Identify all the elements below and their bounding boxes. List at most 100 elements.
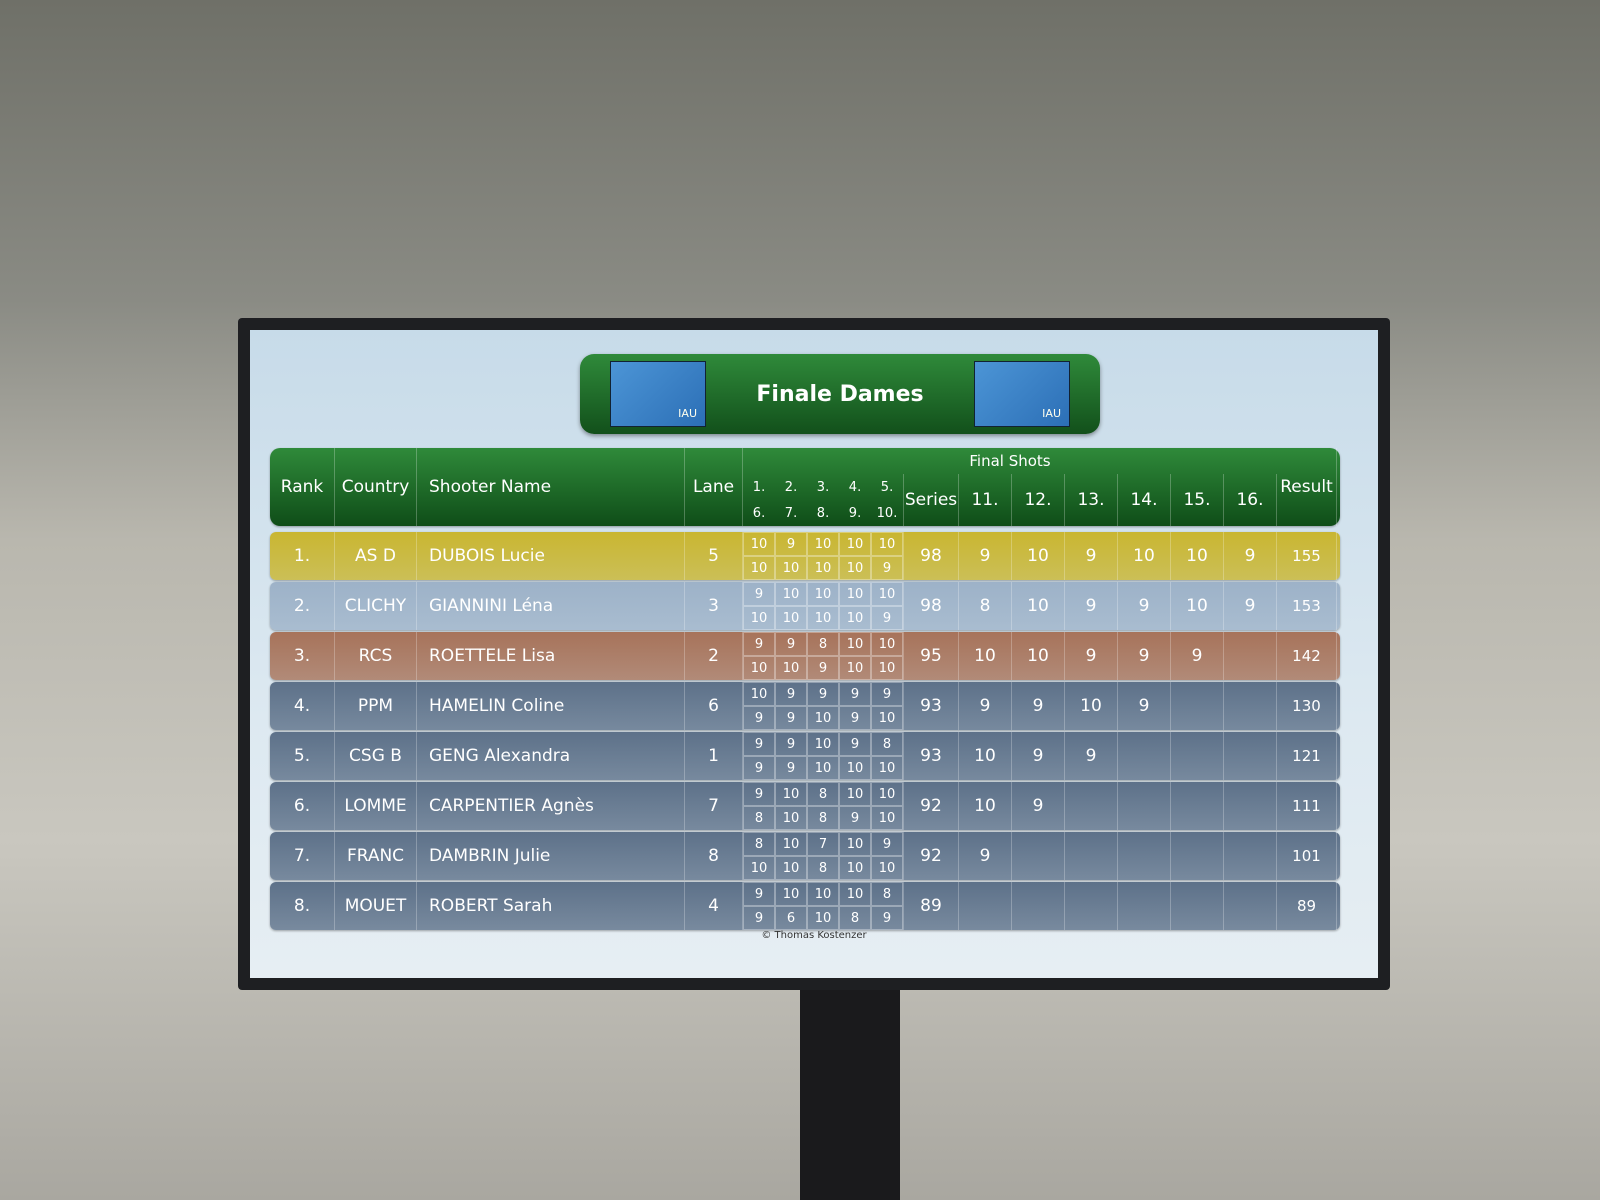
shot: 9: [807, 656, 839, 680]
shot: 8: [807, 632, 839, 656]
shot: 10: [839, 582, 871, 606]
shot: 10: [839, 606, 871, 630]
shots-row: 9 6 10 8 9: [743, 906, 903, 930]
shot: 9: [871, 606, 903, 630]
shot: 8: [807, 856, 839, 880]
empty-cell: [1171, 882, 1224, 930]
shot: 10: [871, 756, 903, 780]
shot: 8: [743, 832, 775, 856]
shot: 10: [807, 882, 839, 906]
screen: IAU Finale Dames IAU Rank Country Shooter …: [250, 330, 1378, 978]
shooter-name: CARPENTIER Agnès: [417, 782, 685, 830]
result: 153: [1277, 582, 1337, 630]
shot: 10: [871, 582, 903, 606]
series: 89: [904, 882, 959, 930]
shot-number: 9.: [848, 505, 862, 521]
extra-shot: 10: [1012, 632, 1065, 680]
shot: 10: [743, 656, 775, 680]
shot: 10: [871, 782, 903, 806]
shot: 9: [743, 706, 775, 730]
empty-cell: [1065, 832, 1118, 880]
monitor-stand: [800, 990, 900, 1200]
shots-row: 10 10 8 10 10: [743, 856, 903, 880]
lane: 5: [685, 532, 743, 580]
extra-shot: 10: [959, 732, 1012, 780]
shot-number: 10.: [876, 505, 898, 521]
shot: 10: [839, 882, 871, 906]
shooter-name: GIANNINI Léna: [417, 582, 685, 630]
empty-cell: [959, 882, 1012, 930]
shot: 10: [807, 732, 839, 756]
rank: 4.: [270, 682, 335, 730]
empty-cell: [1171, 682, 1224, 730]
extra-shot: 10: [1171, 582, 1224, 630]
header-cell: Result: [1277, 448, 1337, 526]
shot: 10: [839, 832, 871, 856]
country: LOMME: [335, 782, 417, 830]
empty-cell: [1012, 832, 1065, 880]
header-cell: 13.: [1065, 474, 1118, 526]
shooter-name: ROBERT Sarah: [417, 882, 685, 930]
extra-shot: 9: [1118, 582, 1171, 630]
header-cell: 11.: [959, 474, 1012, 526]
shots-grid: 8 10 7 10 9 10 10 8 10 10: [743, 832, 904, 880]
shot: 8: [807, 782, 839, 806]
title: Finale Dames: [756, 381, 924, 407]
empty-cell: [1224, 682, 1277, 730]
rank: 3.: [270, 632, 335, 680]
series: 98: [904, 582, 959, 630]
extra-shot: 10: [1065, 682, 1118, 730]
result-row: 5. CSG B GENG Alexandra 1 9 9 10 9 8 9 9 10 10 10 93 10…: [270, 732, 1340, 780]
extra-shot: 9: [1065, 532, 1118, 580]
extra-shot: 9: [1065, 582, 1118, 630]
shot-number: 5.: [880, 479, 894, 495]
shot: 9: [775, 632, 807, 656]
shooter-name: DUBOIS Lucie: [417, 532, 685, 580]
extra-shot: 9: [1118, 682, 1171, 730]
shooter-name: GENG Alexandra: [417, 732, 685, 780]
header-cell: Shooter Name: [417, 448, 685, 526]
extra-shot: 10: [959, 782, 1012, 830]
logo: IAU: [974, 361, 1070, 427]
lane: 1: [685, 732, 743, 780]
shot: 9: [871, 556, 903, 580]
shot: 9: [775, 732, 807, 756]
lane: 7: [685, 782, 743, 830]
shot: 9: [743, 632, 775, 656]
extra-shot: 8: [959, 582, 1012, 630]
shooter-name: ROETTELE Lisa: [417, 632, 685, 680]
shot: 8: [871, 732, 903, 756]
shot: 9: [743, 732, 775, 756]
series: 92: [904, 832, 959, 880]
header-row: Rank Country Shooter Name Lane Final Shots 1.…: [270, 448, 1340, 526]
result-row: 3. RCS ROETTELE Lisa 2 9 9 8 10 10 10 10 9 10 10 95 10 1…: [270, 632, 1340, 680]
shot: 10: [775, 556, 807, 580]
country: MOUET: [335, 882, 417, 930]
shots-row: 10 9 10 10 10: [743, 532, 903, 556]
empty-cell: [1118, 782, 1171, 830]
shot: 10: [775, 856, 807, 880]
shot: 8: [871, 882, 903, 906]
rank: 6.: [270, 782, 335, 830]
shots-grid: 9 9 8 10 10 10 10 9 10 10: [743, 632, 904, 680]
shot: 10: [775, 882, 807, 906]
shots-row: 9 9 8 10 10: [743, 632, 903, 656]
shot: 10: [871, 656, 903, 680]
shot: 9: [743, 582, 775, 606]
lane: 8: [685, 832, 743, 880]
extra-shot: 10: [1118, 532, 1171, 580]
shot-number: 7.: [784, 505, 798, 521]
shot: 10: [775, 832, 807, 856]
result: 121: [1277, 732, 1337, 780]
extra-shot: 9: [1224, 532, 1277, 580]
empty-cell: [1224, 732, 1277, 780]
extra-shot: 9: [1171, 632, 1224, 680]
empty-cell: [1171, 782, 1224, 830]
shot: 9: [743, 756, 775, 780]
rank: 7.: [270, 832, 335, 880]
shot: 10: [839, 632, 871, 656]
extra-shot: 9: [959, 532, 1012, 580]
result: 142: [1277, 632, 1337, 680]
shot: 9: [871, 906, 903, 930]
